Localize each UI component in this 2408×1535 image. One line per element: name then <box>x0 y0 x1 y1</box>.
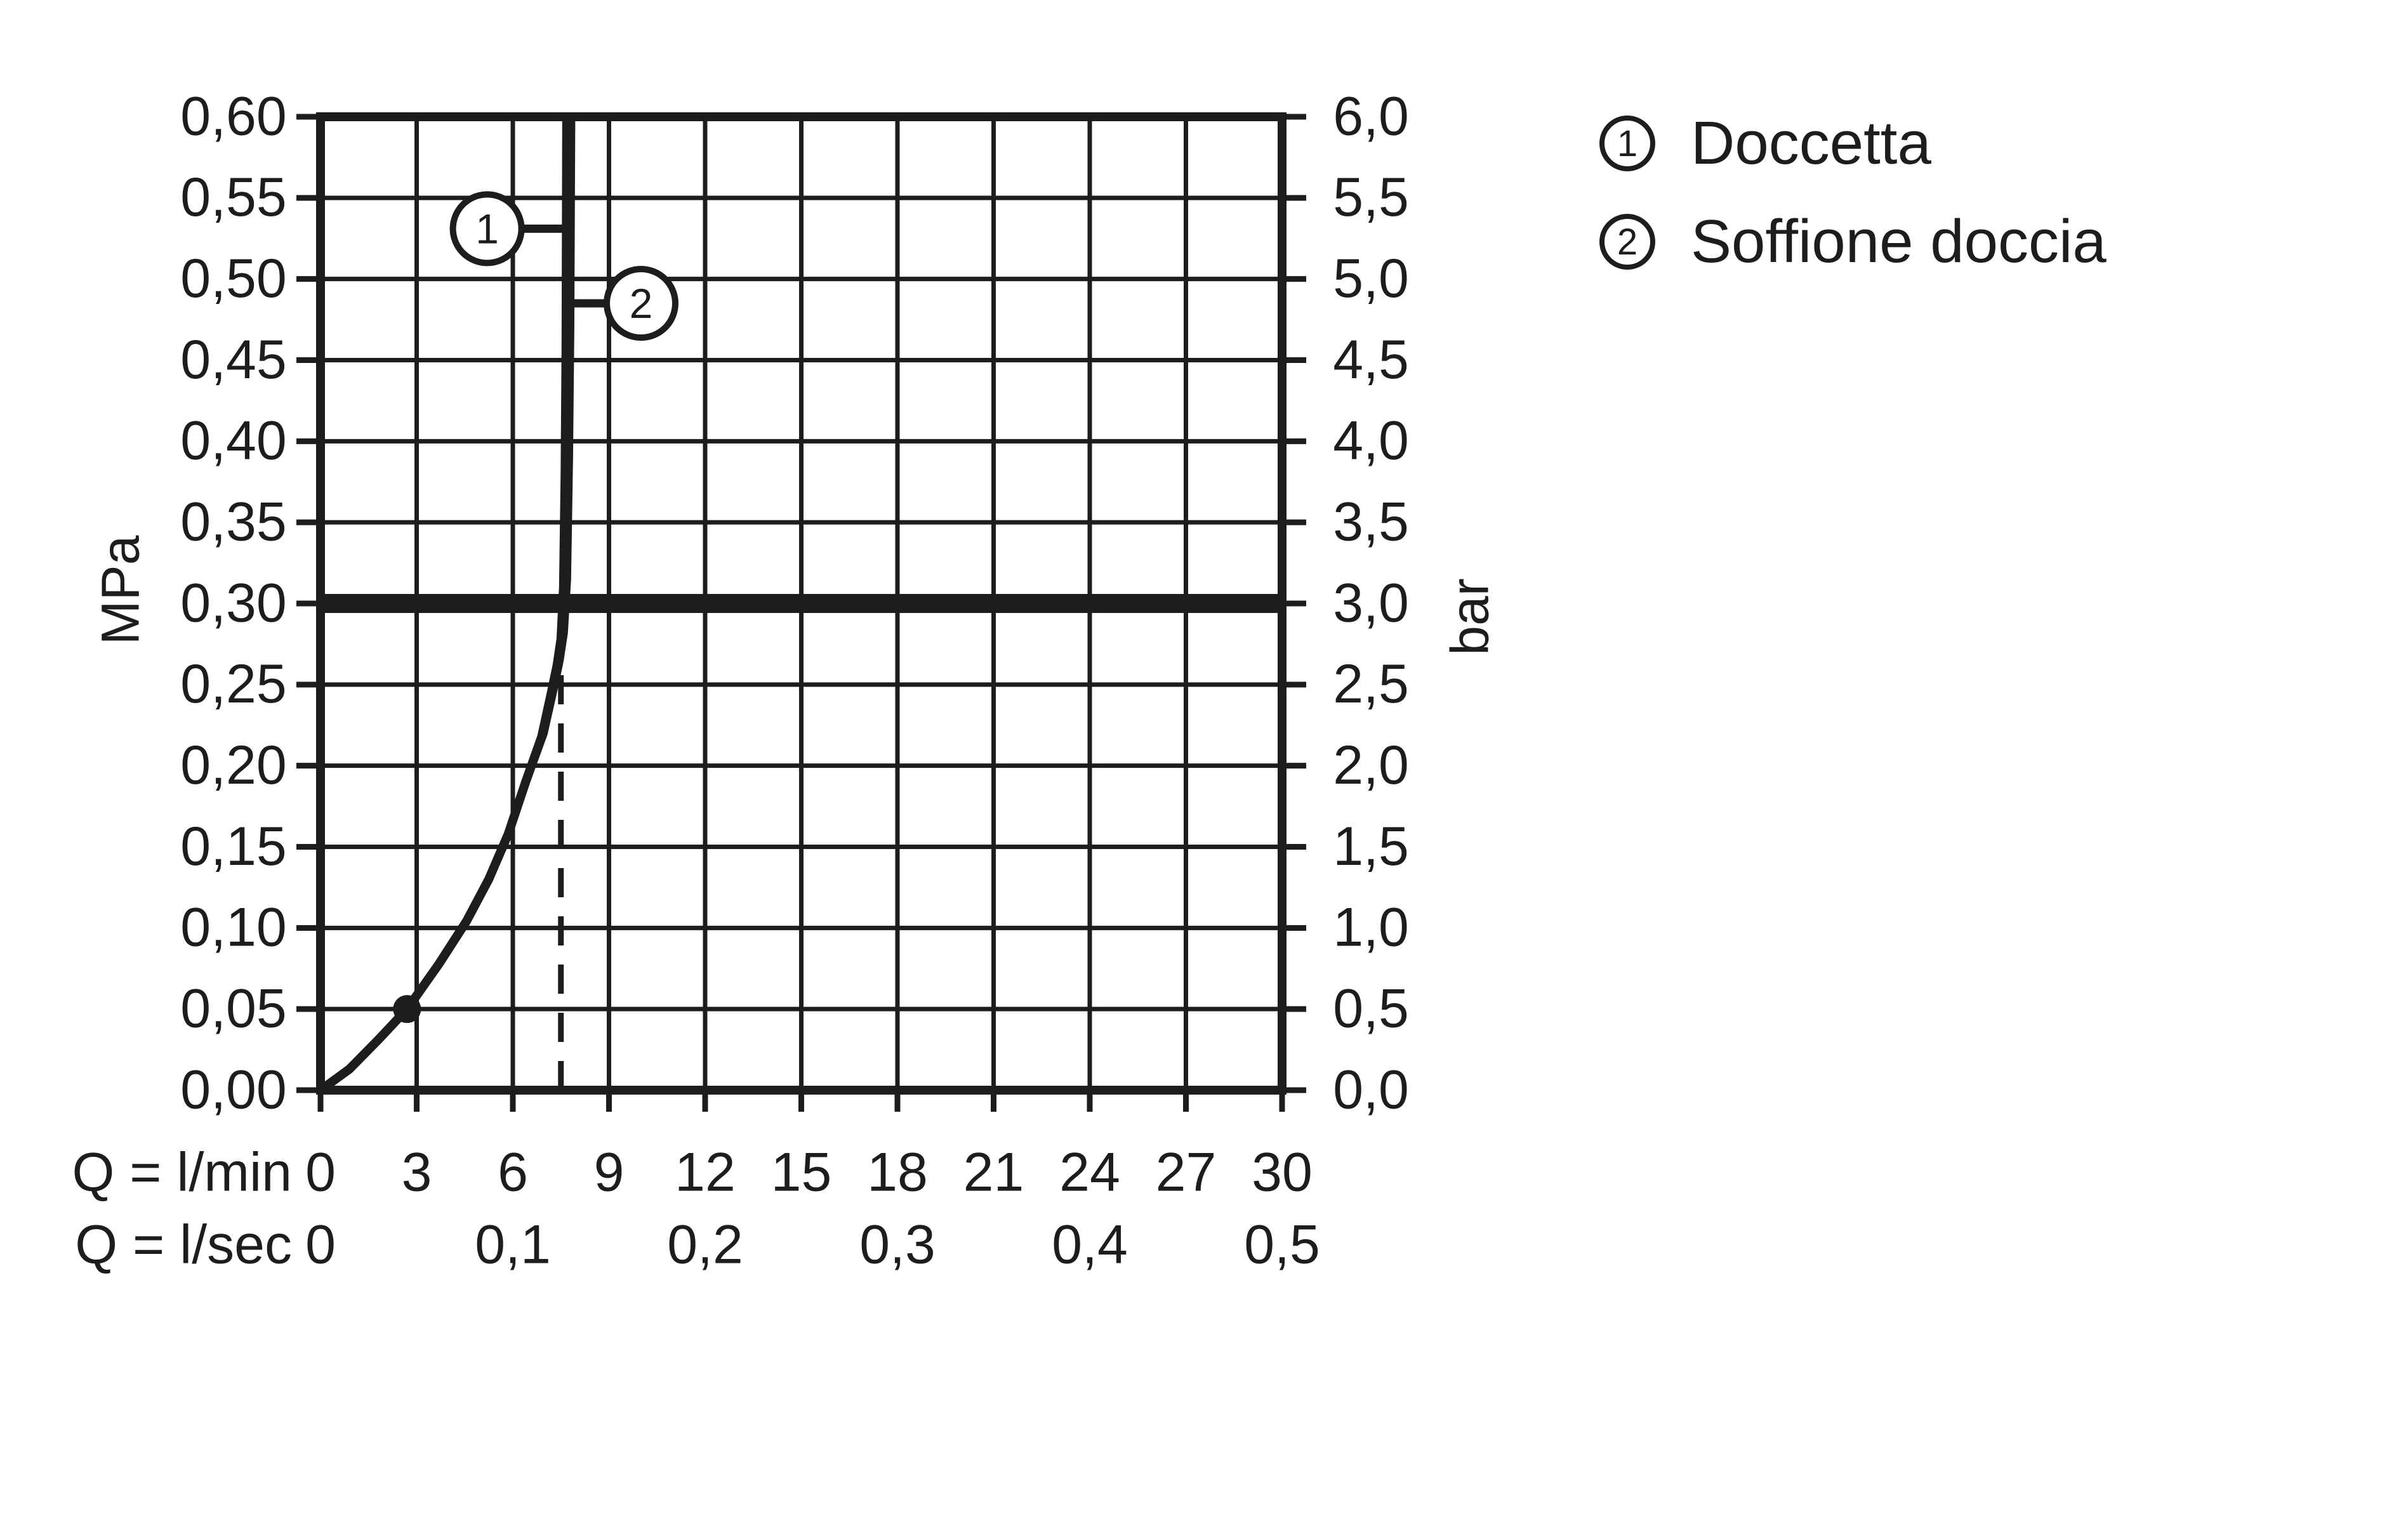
y-tick-label-mpa: 0,40 <box>180 411 286 471</box>
x-tick-label-lmin: 21 <box>963 1142 1024 1202</box>
legend-label-soffione-doccia: Soffione doccia <box>1691 208 2107 275</box>
y-tick-label-bar: 1,0 <box>1333 897 1409 958</box>
y-tick-label-bar: 4,0 <box>1333 411 1409 471</box>
x-tick-label-lsec: 0,3 <box>859 1214 936 1275</box>
x-tick-label-lmin: 27 <box>1156 1142 1217 1202</box>
x-tick-label-lmin: 24 <box>1059 1142 1120 1202</box>
y-axis-unit-bar: bar <box>1439 578 1500 656</box>
y-tick-label-bar: 0,5 <box>1333 978 1409 1039</box>
curve-marker-dot <box>393 995 421 1024</box>
x-tick-label-lmin: 3 <box>402 1142 432 1202</box>
y-axis-unit-mpa: MPa <box>90 535 150 645</box>
y-tick-label-mpa: 0,30 <box>180 572 286 633</box>
y-tick-label-mpa: 0,05 <box>180 978 286 1039</box>
y-tick-label-bar: 5,0 <box>1333 248 1409 309</box>
x-tick-label-lsec: 0 <box>305 1214 336 1275</box>
y-tick-label-mpa: 0,60 <box>180 86 286 147</box>
y-tick-label-mpa: 0,25 <box>180 654 286 715</box>
legend-item-doccetta: 1 Doccetta <box>1599 112 1931 175</box>
y-tick-label-bar: 3,0 <box>1333 572 1409 633</box>
y-tick-label-mpa: 0,00 <box>180 1059 286 1120</box>
x-tick-label-lsec: 0,1 <box>475 1214 551 1275</box>
y-tick-label-mpa: 0,50 <box>180 248 286 309</box>
y-tick-label-bar: 3,5 <box>1333 492 1409 553</box>
legend-item-soffione-doccia: 2 Soffione doccia <box>1599 210 2107 273</box>
x-tick-label-lmin: 15 <box>771 1142 832 1202</box>
y-tick-label-bar: 0,0 <box>1333 1059 1409 1120</box>
y-tick-label-bar: 6,0 <box>1333 86 1409 147</box>
callout-1-circle <box>449 191 525 267</box>
x-tick-label-lsec: 0,2 <box>667 1214 743 1275</box>
y-tick-label-mpa: 0,10 <box>180 897 286 958</box>
legend-marker-2-icon: 2 <box>1599 214 1655 270</box>
x-tick-label-lsec: 0,5 <box>1244 1214 1320 1275</box>
curve-soffione-doccia <box>316 112 576 1095</box>
y-tick-label-mpa: 0,45 <box>180 329 286 390</box>
x-tick-label-lmin: 0 <box>305 1142 336 1202</box>
y-tick-label-bar: 1,5 <box>1333 816 1409 877</box>
y-tick-label-bar: 5,5 <box>1333 167 1409 228</box>
x-tick-label-lmin: 6 <box>498 1142 528 1202</box>
x-axis-label-lmin: Q = l/min <box>72 1142 292 1203</box>
y-tick-label-bar: 4,5 <box>1333 329 1409 390</box>
x-tick-label-lmin: 9 <box>594 1142 625 1202</box>
callout-2-number: 2 <box>630 280 653 327</box>
x-tick-label-lmin: 30 <box>1252 1142 1313 1202</box>
callout-1-number: 1 <box>475 206 499 253</box>
x-tick-label-lmin: 18 <box>867 1142 928 1202</box>
legend-label-doccetta: Doccetta <box>1691 109 1931 177</box>
y-tick-label-mpa: 0,35 <box>180 492 286 553</box>
y-tick-label-mpa: 0,15 <box>180 816 286 877</box>
legend-marker-1-icon: 1 <box>1599 115 1655 171</box>
y-tick-label-mpa: 0,55 <box>180 167 286 228</box>
x-tick-label-lsec: 0,4 <box>1052 1214 1128 1275</box>
x-axis-label-lsec: Q = l/sec <box>75 1214 292 1275</box>
y-tick-label-bar: 2,5 <box>1333 654 1409 715</box>
x-tick-label-lmin: 12 <box>675 1142 736 1202</box>
callout-2-circle <box>604 266 678 341</box>
y-tick-label-bar: 2,0 <box>1333 735 1409 796</box>
y-tick-label-mpa: 0,20 <box>180 735 286 796</box>
